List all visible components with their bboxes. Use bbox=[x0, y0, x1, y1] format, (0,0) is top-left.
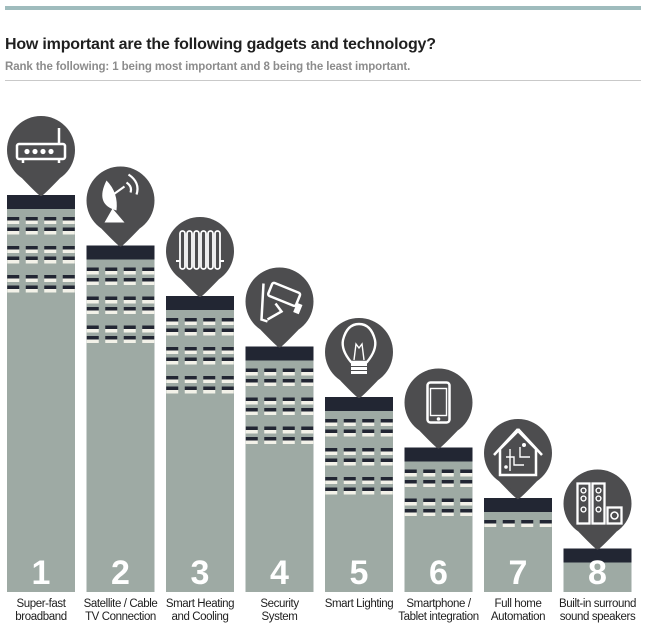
building-windows bbox=[245, 368, 314, 444]
category-label-line: Smart Lighting bbox=[324, 598, 394, 610]
building-roof bbox=[245, 346, 314, 361]
router-icon bbox=[15, 128, 67, 163]
building-roof bbox=[563, 548, 632, 563]
building-bar-7: 7 bbox=[484, 419, 552, 592]
category-label-line: Tablet integration bbox=[398, 611, 479, 623]
category-label-line: Full home bbox=[494, 598, 542, 610]
chart-subtitle: Rank the following: 1 being most importa… bbox=[5, 61, 411, 73]
building-roof bbox=[166, 296, 234, 310]
pin-marker bbox=[86, 166, 155, 235]
building-body bbox=[563, 562, 632, 592]
category-label-line: Security bbox=[260, 598, 299, 610]
building-windows bbox=[325, 419, 393, 495]
category-label-line: TV Connection bbox=[85, 611, 156, 623]
category-label-1: Super-fast broadband bbox=[0, 598, 84, 624]
category-label-line: Satellite / Cable bbox=[83, 598, 158, 610]
building-windows bbox=[484, 520, 552, 527]
building-roof bbox=[484, 498, 552, 512]
category-label-line: Super-fast bbox=[16, 598, 66, 610]
category-label-line: Automation bbox=[490, 611, 546, 623]
radiator-icon bbox=[176, 230, 224, 270]
speakers-icon bbox=[576, 482, 623, 525]
subtitle-divider bbox=[5, 80, 641, 81]
pin-marker bbox=[325, 318, 393, 386]
category-label-6: Smartphone / Tablet integration bbox=[396, 598, 482, 624]
rank-number-6: 6 bbox=[429, 554, 448, 592]
rank-number-3: 3 bbox=[191, 554, 210, 592]
category-label-8: Built-in surround sound speakers bbox=[555, 598, 641, 624]
category-label-line: sound speakers bbox=[559, 611, 636, 623]
rank-number-2: 2 bbox=[111, 554, 130, 592]
category-label-line: broadband bbox=[15, 611, 67, 623]
category-label-line: and Cooling bbox=[171, 611, 229, 623]
top-accent-rule bbox=[5, 6, 641, 10]
building-windows bbox=[166, 318, 234, 394]
category-label-line: Smartphone / bbox=[406, 598, 471, 610]
building-bar-5: 5 bbox=[325, 318, 393, 592]
light-bulb-icon bbox=[341, 322, 377, 374]
smart-home-icon bbox=[493, 428, 543, 477]
building-bar-4: 4 bbox=[245, 267, 314, 592]
building-windows bbox=[7, 217, 75, 293]
category-label-line: System bbox=[261, 611, 298, 623]
pin-marker bbox=[563, 469, 632, 538]
building-bar-1: 1 bbox=[7, 116, 75, 592]
pin-marker bbox=[166, 217, 234, 285]
building-body bbox=[86, 259, 155, 592]
pin-marker bbox=[245, 267, 314, 336]
rank-number-5: 5 bbox=[350, 554, 369, 592]
category-label-4: Security System bbox=[237, 598, 323, 624]
building-bar-8: 8 bbox=[563, 469, 632, 592]
pin-marker bbox=[404, 368, 473, 437]
building-bar-3: 3 bbox=[166, 217, 234, 592]
rank-number-7: 7 bbox=[509, 554, 528, 592]
category-label-7: Full home Automation bbox=[475, 598, 561, 624]
building-roof bbox=[7, 195, 75, 209]
building-body bbox=[325, 411, 393, 592]
chart-title: How important are the following gadgets … bbox=[5, 36, 436, 53]
building-bar-6: 6 bbox=[404, 368, 473, 592]
category-label-3: Smart Heating and Cooling bbox=[157, 598, 243, 624]
category-label-line: Built-in surround bbox=[559, 598, 636, 610]
building-roof bbox=[86, 245, 155, 260]
satellite-dish-icon bbox=[102, 173, 139, 223]
building-windows bbox=[404, 469, 473, 516]
category-label-line: Smart Heating bbox=[165, 598, 235, 610]
smartphone-icon bbox=[426, 381, 451, 424]
rank-number-8: 8 bbox=[588, 554, 607, 592]
building-roof bbox=[325, 397, 393, 411]
category-label-2: Satellite / Cable TV Connection bbox=[78, 598, 164, 624]
building-roof bbox=[404, 447, 473, 462]
rank-number-4: 4 bbox=[270, 554, 289, 592]
building-bar-2: 2 bbox=[86, 166, 155, 592]
security-camera-icon bbox=[260, 281, 303, 323]
building-windows bbox=[86, 267, 155, 343]
category-label-5: Smart Lighting bbox=[316, 598, 402, 611]
building-body bbox=[7, 209, 75, 592]
building-body bbox=[166, 310, 234, 592]
rank-number-1: 1 bbox=[32, 554, 51, 592]
